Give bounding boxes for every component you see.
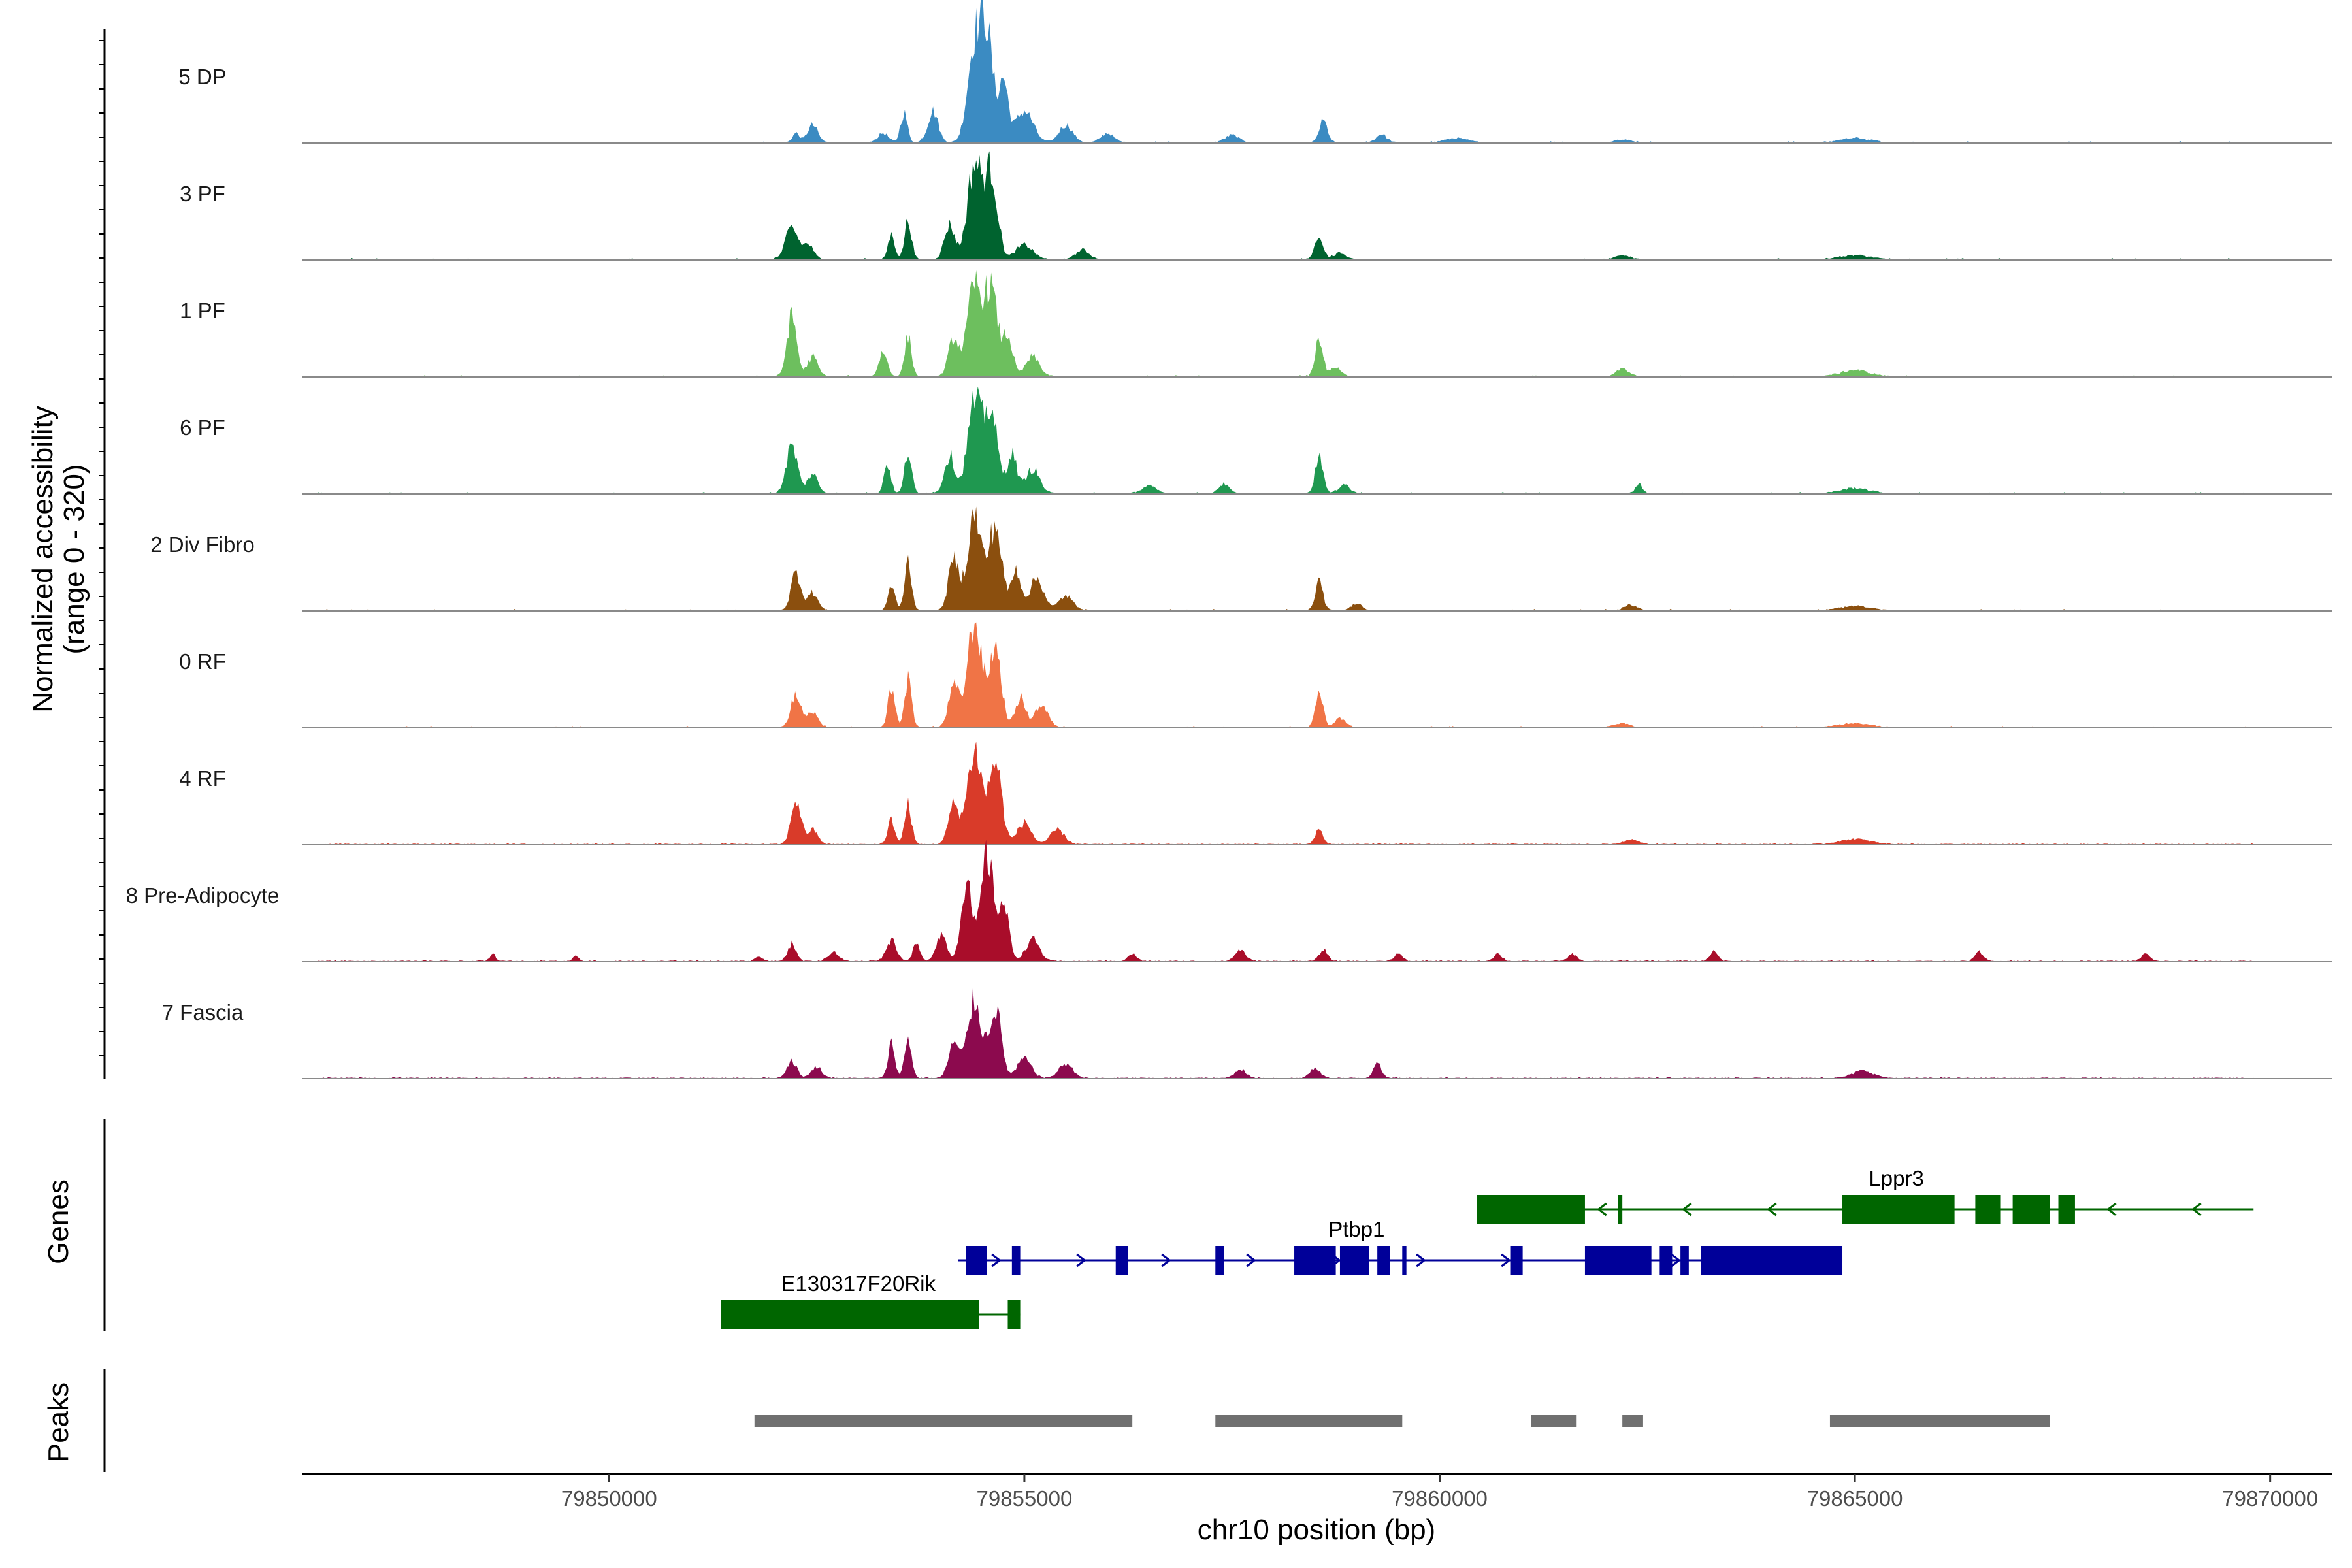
gene-exon: [1339, 1246, 1369, 1275]
strand-arrow: [1682, 1202, 1692, 1217]
gene-model: Ptbp1: [958, 1217, 1843, 1275]
strand-arrow: [1597, 1202, 1607, 1217]
coverage-area: [318, 622, 2254, 728]
x-tick-label: 79855000: [977, 1486, 1073, 1511]
y-axis-range-subtitle: (range 0 - 320): [58, 464, 90, 654]
gene-exon: [1007, 1300, 1021, 1329]
strand-arrow: [991, 1253, 1002, 1267]
coverage-area: [318, 151, 2254, 260]
track-label: 7 Fascia: [162, 1000, 244, 1024]
gene-exon: [1011, 1246, 1021, 1275]
coverage-area: [318, 386, 2254, 494]
peak-region: [1531, 1415, 1577, 1427]
gene-exon: [1510, 1246, 1523, 1275]
gene-exon: [721, 1300, 979, 1329]
coverage-area: [318, 506, 2254, 611]
gene-exon: [1975, 1195, 2001, 1224]
peak-region: [1622, 1415, 1643, 1427]
track-label: 0 RF: [179, 649, 226, 674]
gene-exon: [1402, 1246, 1407, 1275]
gene-name-label: E130317F20Rik: [781, 1271, 936, 1296]
gene-exon: [1584, 1246, 1652, 1275]
track-label: 3 PF: [180, 182, 225, 206]
genes-panel-label: Genes: [42, 1179, 74, 1264]
gene-exon: [966, 1246, 987, 1275]
strand-arrow: [2106, 1202, 2117, 1217]
strand-arrow: [1501, 1253, 1511, 1267]
gene-exon: [1215, 1246, 1224, 1275]
peak-region: [1215, 1415, 1403, 1427]
coverage-tracks: 5 DP 3 PF 1 PF 6 PF 2 Div Fibro 0 RF 4 RF 8 Pre…: [126, 0, 2332, 1079]
track-label: 4 RF: [179, 766, 226, 791]
x-tick-label: 79865000: [1807, 1486, 1903, 1511]
strand-arrow: [1076, 1253, 1086, 1267]
peaks-panel: [103, 1369, 2050, 1472]
strand-arrow: [1416, 1253, 1426, 1267]
track-label: 8 Pre-Adipocyte: [126, 883, 280, 907]
track-label: 1 PF: [180, 299, 225, 323]
gene-model: Lppr3: [1477, 1166, 2254, 1224]
gene-exon: [2012, 1195, 2050, 1224]
peak-region: [754, 1415, 1133, 1427]
gene-exon: [1377, 1246, 1390, 1275]
track-label: 2 Div Fibro: [150, 532, 255, 557]
coverage-area: [318, 270, 2254, 377]
peak-region: [1829, 1415, 2050, 1427]
gene-exon: [1701, 1246, 1843, 1275]
gene-exon: [2058, 1195, 2075, 1224]
strand-arrow: [1767, 1202, 1777, 1217]
gene-exon: [1294, 1246, 1336, 1275]
coverage-area: [318, 741, 2254, 845]
gene-exon: [1115, 1246, 1128, 1275]
coverage-area: [318, 987, 2254, 1079]
strand-arrow: [1671, 1253, 1681, 1267]
gene-annotation-panel: Lppr3 Ptbp1 E130317F20Rik: [103, 1119, 2254, 1331]
gene-name-label: Ptbp1: [1328, 1217, 1384, 1241]
strand-arrow: [1161, 1253, 1171, 1267]
gene-exon: [1680, 1246, 1689, 1275]
x-tick-label: 79850000: [561, 1486, 657, 1511]
gene-exon: [1477, 1195, 1585, 1224]
peaks-panel-label: Peaks: [42, 1382, 74, 1462]
gene-name-label: Lppr3: [1869, 1166, 1923, 1190]
axes: 79850000 79855000 79860000 79865000 79870000: [99, 29, 2332, 1511]
x-tick-label: 79870000: [2222, 1486, 2318, 1511]
x-axis-title: chr10 position (bp): [1198, 1514, 1435, 1546]
gene-exon: [1618, 1195, 1623, 1224]
coverage-area: [318, 839, 2254, 962]
track-label: 5 DP: [178, 65, 226, 89]
strand-arrow: [2191, 1202, 2202, 1217]
x-tick-label: 79860000: [1392, 1486, 1488, 1511]
gene-exon: [1842, 1195, 1955, 1224]
strand-arrow: [1246, 1253, 1256, 1267]
y-axis-title: Normalized accessibility: [27, 406, 59, 712]
coverage-area: [318, 0, 2254, 143]
track-label: 6 PF: [180, 416, 225, 440]
gene-exon: [1659, 1246, 1673, 1275]
gene-model: E130317F20Rik: [721, 1271, 1021, 1329]
